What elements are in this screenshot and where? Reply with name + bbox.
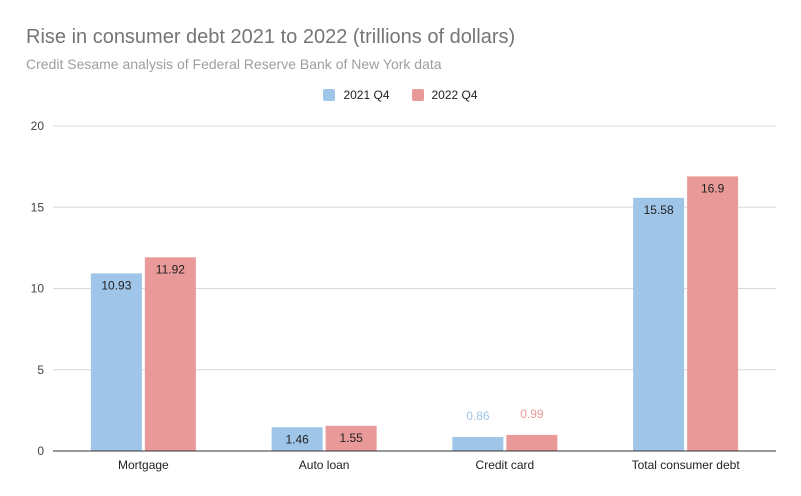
bar: [325, 425, 377, 451]
legend-swatch-2022-q4: [411, 89, 424, 101]
legend-item-2021-q4: 2021 Q4: [323, 88, 390, 102]
legend: 2021 Q4 2022 Q4: [0, 88, 801, 102]
bar: [90, 273, 142, 451]
data-label: 15.58: [644, 203, 674, 217]
x-tick-label: Credit card: [476, 458, 535, 472]
y-tick-label: 5: [37, 363, 44, 377]
data-label: 0.99: [520, 407, 544, 421]
y-tick-label: 15: [31, 200, 45, 214]
data-label: 11.92: [156, 262, 185, 276]
bar: [144, 257, 196, 451]
x-tick-label: Auto loan: [299, 458, 350, 472]
data-label: 1.46: [285, 432, 309, 446]
bar: [633, 197, 685, 451]
x-tick-label: Mortgage: [118, 458, 169, 472]
y-tick-label: 20: [31, 119, 45, 133]
data-label: 0.86: [466, 409, 490, 423]
data-label: 16.9: [701, 181, 725, 195]
legend-swatch-2021-q4: [323, 89, 336, 101]
chart-title: Rise in consumer debt 2021 to 2022 (tril…: [26, 26, 516, 48]
bar: [452, 437, 504, 451]
y-tick-label: 0: [37, 444, 44, 458]
data-label: 1.55: [339, 431, 363, 445]
legend-label-2021-q4: 2021 Q4: [343, 88, 390, 102]
x-tick-label: Total consumer debt: [632, 458, 741, 472]
chart-subtitle: Credit Sesame analysis of Federal Reserv…: [26, 56, 442, 72]
bar: [687, 176, 739, 451]
legend-label-2022-q4: 2022 Q4: [431, 88, 478, 102]
y-tick-label: 10: [31, 282, 45, 296]
bar: [271, 427, 323, 451]
legend-item-2022-q4: 2022 Q4: [411, 88, 478, 102]
bar: [506, 434, 558, 451]
data-label: 10.93: [101, 278, 131, 292]
